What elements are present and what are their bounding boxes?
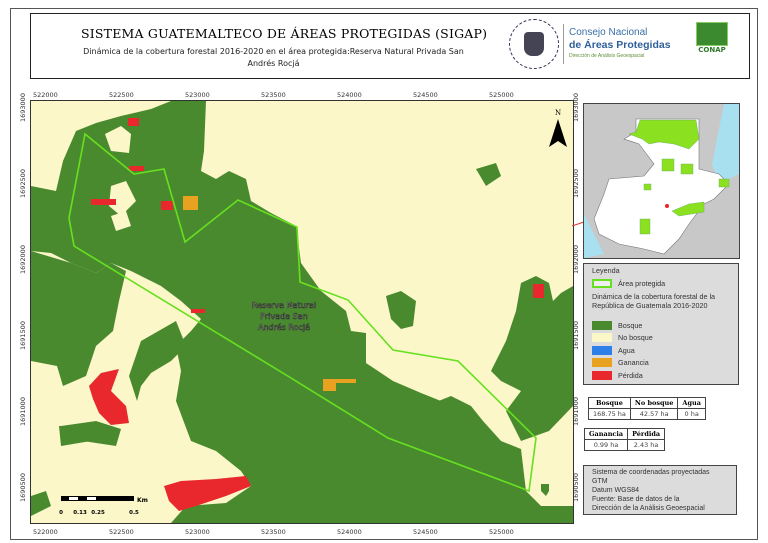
legend-label: Pérdida: [618, 370, 643, 380]
header: SISTEMA GUATEMALTECO DE ÁREAS PROTEGIDAS…: [30, 13, 750, 79]
x-tick-label: 525000: [489, 91, 514, 99]
scale-label: 0.13: [73, 510, 87, 516]
perdida-patch: [191, 309, 205, 313]
x-tick-label: 522000: [33, 528, 58, 536]
legend-item: No bosque: [592, 333, 653, 343]
consejo-logo-line2: de Áreas Protegidas: [569, 39, 671, 51]
page-frame: [10, 8, 758, 540]
ganancia-layer: [183, 196, 356, 391]
legend-swatch: [592, 320, 612, 330]
scale-unit: Km: [137, 497, 148, 504]
bosque-patch: [31, 491, 51, 516]
x-tick-label: 522500: [109, 91, 134, 99]
north-arrow: N: [549, 109, 567, 147]
scale-label: 0.5: [129, 510, 139, 516]
legend-label: Agua: [618, 345, 635, 355]
bosque-patch: [421, 396, 471, 471]
bosque-patch: [541, 484, 549, 496]
perdida-patch: [91, 199, 116, 205]
legend-swatch: [592, 370, 612, 380]
scale-label: 0: [59, 510, 63, 516]
legend-item: Bosque: [592, 320, 642, 330]
x-tick-label: 524500: [413, 528, 438, 536]
info-box: Sistema de coordenadas proyectadas GTM Dat…: [583, 465, 737, 515]
map-title: SISTEMA GUATEMALTECO DE ÁREAS PROTEGIDAS…: [81, 26, 488, 41]
legend-item: Pérdida: [592, 370, 643, 380]
consejo-logo-line1: Consejo Nacional: [569, 27, 648, 38]
area-label: Reserva Natural Privada San Andrés Rocjá: [252, 301, 317, 333]
bosque-patch: [31, 251, 126, 386]
area-label-line1: Reserva Natural: [252, 301, 316, 310]
legend-item-protected-area: Área protegida: [592, 278, 665, 288]
y-tick-label: 1693000: [19, 93, 27, 122]
stats-table-1: Bosque No bosque Agua 168.75 ha 42.57 ha 0 h…: [588, 397, 706, 420]
x-tick-label: 523500: [261, 91, 286, 99]
perdida-patch: [164, 476, 251, 511]
protected-area-boundary: [68, 132, 537, 493]
main-map[interactable]: Reserva Natural Privada San Andrés Rocjá…: [30, 100, 574, 524]
map-subtitle: Dinámica de la cobertura forestal 2016-2…: [83, 47, 464, 68]
legend-label: No bosque: [618, 333, 653, 342]
x-tick-label: 523000: [185, 528, 210, 536]
legend-item: Ganancia: [592, 358, 649, 368]
locator-inset-map: [583, 103, 740, 259]
protected-areas: [628, 119, 730, 235]
pacific-ocean: [584, 214, 604, 258]
bosque-patch: [491, 276, 573, 441]
location-marker: [665, 204, 669, 208]
y-tick-label: 1691000: [19, 397, 27, 426]
legend-label: Ganancia: [618, 358, 649, 367]
perdida-patch: [129, 166, 144, 171]
ganancia-patch: [183, 196, 198, 210]
bosque-patch: [61, 421, 121, 446]
north-arrow-icon: [549, 119, 567, 147]
bosque-patch: [476, 163, 501, 186]
ganancia-patch: [323, 379, 356, 391]
perdida-patch: [533, 284, 544, 298]
legend: Leyenda Área protegida Dinámica de la co…: [583, 263, 739, 385]
legend-label: Bosque: [618, 320, 643, 330]
legend-swatch: [592, 333, 612, 342]
x-tick-label: 523500: [261, 528, 286, 536]
x-tick-label: 523000: [185, 91, 210, 99]
legend-swatch: [592, 345, 612, 355]
caribbean-sea: [712, 104, 739, 184]
x-tick-label: 522500: [109, 528, 134, 536]
divider: [563, 24, 564, 64]
scale-bar: Km 0 0.13 0.25 0.5: [59, 496, 148, 516]
y-tick-label: 1692000: [19, 245, 27, 274]
x-tick-label: 524000: [337, 91, 362, 99]
guatemala-seal-logo: [509, 19, 559, 69]
x-tick-label: 524500: [413, 91, 438, 99]
scale-label: 0.25: [91, 510, 105, 516]
perdida-patch: [161, 201, 173, 210]
bosque-patch: [129, 321, 186, 401]
consejo-logo-line3: Dirección de Análisis Geoespacial: [569, 53, 645, 59]
x-tick-label: 522000: [33, 91, 58, 99]
north-label: N: [555, 109, 561, 117]
x-tick-label: 525000: [489, 528, 514, 536]
area-label-line3: Andrés Rocjá: [258, 322, 310, 332]
no-bosque-patches: [105, 126, 136, 231]
perdida-patch: [89, 369, 129, 425]
perdida-layer: [89, 118, 544, 511]
y-tick-label: 1690500: [19, 473, 27, 502]
bosque-patch: [386, 291, 416, 329]
y-tick-label: 1691500: [19, 321, 27, 350]
legend-item: Agua: [592, 345, 635, 355]
legend-swatch: [592, 358, 612, 367]
x-tick-label: 524000: [337, 528, 362, 536]
legend-description: Dinámica de la cobertura forestal de la …: [592, 292, 716, 310]
area-label-line2: Privada San: [260, 312, 307, 321]
y-tick-label: 1692500: [19, 169, 27, 198]
stats-table-2: Ganancia Pérdida 0.99 ha 2.43 ha: [583, 428, 666, 451]
perdida-patch: [128, 118, 139, 126]
conap-logo: CONAP: [695, 22, 729, 56]
legend-title: Leyenda: [592, 266, 620, 275]
